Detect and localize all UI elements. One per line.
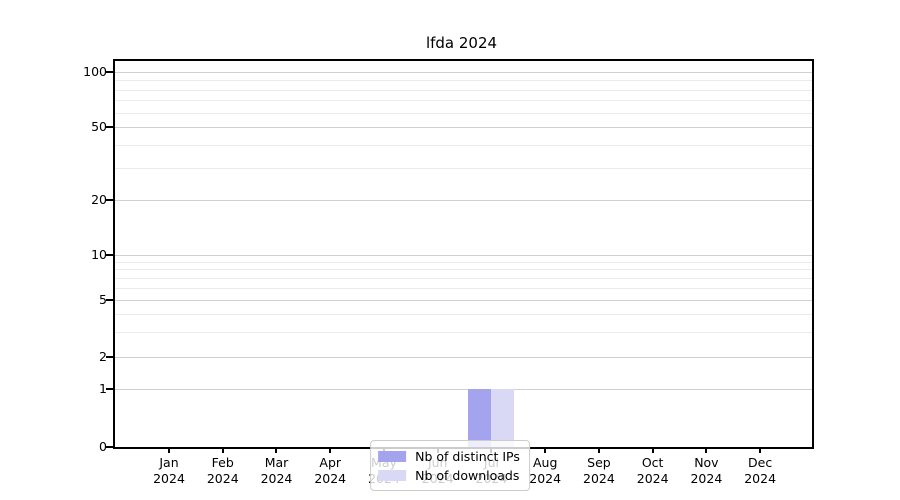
- gridline-minor: [115, 269, 812, 271]
- legend-swatch: [378, 469, 407, 481]
- gridline-major: [115, 255, 812, 257]
- gridline-major: [115, 389, 812, 391]
- x-tick-label-year: 2024: [636, 471, 669, 486]
- x-tick-label: Aug 2024: [513, 455, 577, 487]
- gridline-minor: [115, 113, 812, 115]
- x-tick-label: Feb 2024: [191, 455, 255, 487]
- y-axis-tick: [106, 356, 113, 359]
- x-tick-label-month: Oct: [641, 455, 664, 470]
- x-tick-label-month: Mar: [264, 455, 289, 470]
- y-axis-tick: [106, 298, 113, 301]
- y-tick-label: 5: [99, 291, 107, 307]
- y-axis-tick: [106, 254, 113, 257]
- gridline-minor: [115, 89, 812, 91]
- x-tick-label-year: 2024: [260, 471, 293, 486]
- legend-swatch: [378, 450, 407, 462]
- x-tick-label-month: Sep: [587, 455, 611, 470]
- y-axis-tick: [106, 126, 113, 128]
- gridline-minor: [115, 313, 812, 315]
- y-tick-label: 50: [91, 119, 107, 134]
- chart-title: lfda 2024: [425, 34, 498, 52]
- x-tick-label: Oct 2024: [621, 455, 685, 487]
- y-tick-label: 2: [99, 349, 107, 365]
- x-axis-tick: [759, 447, 762, 453]
- gridline-minor: [115, 99, 812, 101]
- y-tick-label: 1: [99, 381, 107, 397]
- x-tick-label: Mar 2024: [244, 455, 308, 487]
- x-tick-label: Jan 2024: [137, 455, 201, 487]
- gridline-minor: [115, 262, 812, 264]
- gridline-minor: [115, 79, 812, 81]
- x-axis-tick: [544, 447, 547, 453]
- y-axis-tick: [106, 388, 113, 391]
- x-axis-tick: [221, 447, 224, 453]
- x-axis-tick: [705, 447, 708, 453]
- x-tick-label: Apr 2024: [298, 455, 362, 487]
- x-tick-label: Dec 2024: [728, 455, 792, 487]
- x-axis-tick: [597, 447, 600, 453]
- gridline-major: [115, 199, 812, 201]
- y-tick-label: 20: [91, 191, 107, 207]
- x-axis-tick: [275, 447, 278, 453]
- legend-label: Nb of downloads: [415, 467, 520, 483]
- gridline-major: [115, 127, 812, 128]
- x-tick-label-month: Apr: [319, 455, 342, 470]
- x-axis-tick: [651, 447, 654, 453]
- gridline-major: [115, 71, 812, 73]
- x-tick-label-month: Jan: [159, 455, 179, 470]
- y-tick-label: 10: [91, 247, 107, 263]
- bar-nb-of-distinct-ips: [468, 389, 492, 447]
- gridline-major: [115, 299, 812, 301]
- y-axis-tick: [106, 198, 113, 201]
- x-tick-label-year: 2024: [690, 471, 723, 486]
- x-tick-label-year: 2024: [206, 471, 239, 486]
- legend-item: Nb of distinct IPs: [378, 447, 520, 465]
- x-tick-label-month: Nov: [694, 455, 719, 470]
- gridline-major: [115, 357, 812, 359]
- x-tick-label-year: 2024: [583, 471, 615, 486]
- y-axis-tick: [106, 70, 113, 73]
- x-tick-label-year: 2024: [529, 471, 562, 486]
- legend-label: Nb of distinct IPs: [415, 448, 520, 464]
- x-axis-tick: [168, 447, 171, 453]
- x-tick-label-month: Feb: [211, 455, 234, 470]
- gridline-minor: [115, 167, 812, 169]
- y-tick-label: 0: [99, 439, 107, 454]
- x-axis-tick: [329, 447, 332, 453]
- x-tick-label: Nov 2024: [674, 455, 738, 487]
- gridline-minor: [115, 145, 812, 147]
- gridline-minor: [115, 331, 812, 333]
- x-tick-label-year: 2024: [744, 471, 777, 486]
- plot-area: 100 50 20 10 5 2 1 0 Jan 2024 Feb 2024 Mar 2024 Apr 202…: [83, 59, 814, 486]
- x-tick-label-year: 2024: [153, 471, 185, 486]
- x-tick-label-year: 2024: [314, 471, 347, 486]
- legend: Nb of distinct IPs Nb of downloads: [370, 440, 530, 491]
- x-tick-label-month: Aug: [532, 455, 558, 470]
- x-tick-label: Sep 2024: [567, 455, 631, 487]
- y-tick-label: 100: [83, 63, 107, 79]
- gridline-minor: [115, 287, 812, 289]
- bar-nb-of-downloads: [491, 389, 515, 447]
- legend-item: Nb of downloads: [378, 466, 520, 484]
- gridline-minor: [115, 277, 812, 279]
- y-axis-tick: [106, 446, 113, 448]
- x-tick-label-month: Dec: [748, 455, 773, 470]
